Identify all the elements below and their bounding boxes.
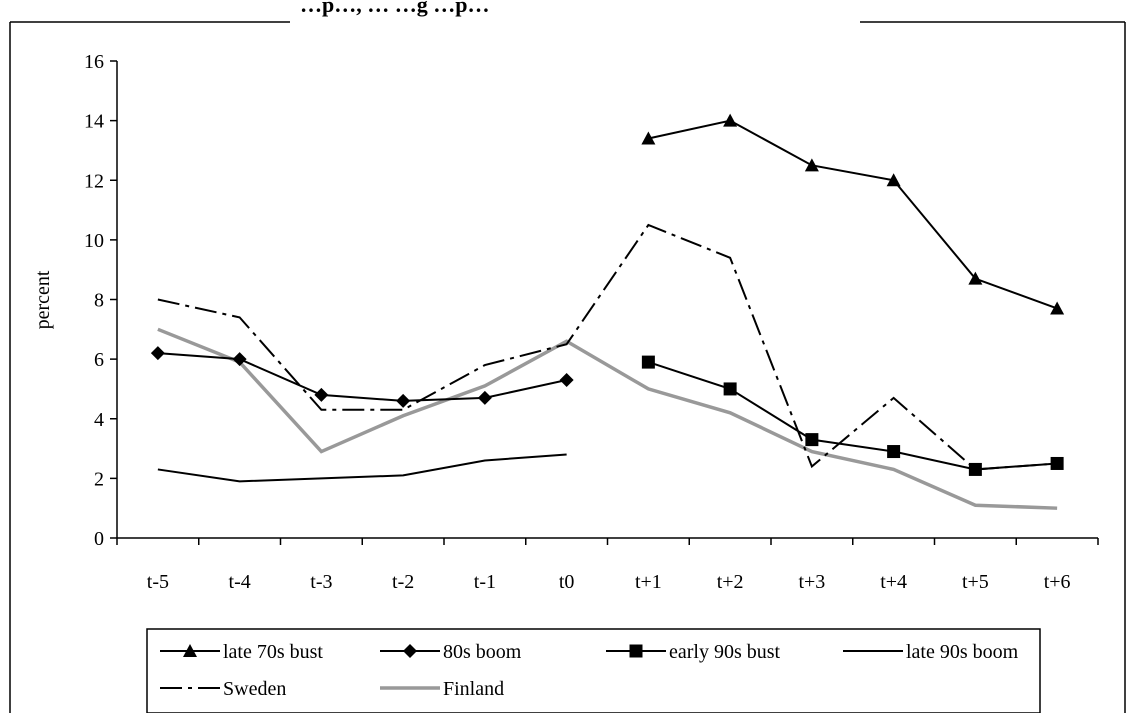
legend-label: late 70s bust <box>223 641 323 663</box>
legend-label: late 90s boom <box>906 641 1019 663</box>
legend: late 70s bust 80s boom early 90s bust late … <box>146 628 1041 714</box>
series-line-80s-boom <box>157 352 567 402</box>
x-tick-label: t-4 <box>229 571 251 593</box>
series-sweden <box>157 223 1058 471</box>
y-tick-label: 0 <box>94 528 104 550</box>
series-80s-boom <box>150 346 574 408</box>
data-point-80s-boom <box>232 352 247 367</box>
series-line-sweden <box>157 223 1058 471</box>
data-point-80s-boom <box>314 387 329 402</box>
x-tick-label: t+3 <box>798 571 825 593</box>
x-tick-label: t+4 <box>880 571 907 593</box>
x-tick-label: t0 <box>559 571 575 593</box>
data-point-80s-boom <box>150 346 165 361</box>
data-point-80s-boom <box>477 390 492 405</box>
legend-marker <box>629 644 643 658</box>
y-tick-label: 4 <box>94 409 104 431</box>
data-point-early-90s-bust <box>968 462 982 476</box>
data-point-80s-boom <box>559 372 574 387</box>
data-point-late-70s-bust <box>1050 301 1065 315</box>
series-early-90s-bust <box>641 355 1064 476</box>
legend-item-sweden: Sweden <box>160 678 286 700</box>
legend-box <box>146 628 1041 714</box>
data-point-early-90s-bust <box>1050 456 1064 470</box>
y-tick-label: 14 <box>84 111 104 133</box>
y-tick-label: 6 <box>94 349 104 371</box>
data-point-80s-boom <box>396 393 411 408</box>
y-tick-label: 16 <box>84 51 104 73</box>
x-tick-label: t-2 <box>392 571 414 593</box>
data-point-early-90s-bust <box>887 445 901 459</box>
series-line-late-70s-bust <box>648 119 1058 310</box>
legend-item-80s-boom: 80s boom <box>380 641 522 663</box>
legend-item-early-90s-bust: early 90s bust <box>606 641 781 663</box>
x-tick-label: t-1 <box>474 571 496 593</box>
y-tick-label: 8 <box>94 290 104 312</box>
legend-item-late-70s-bust: late 70s bust <box>160 641 323 663</box>
series-late-70s-bust <box>641 113 1065 315</box>
legend-item-finland: Finland <box>380 678 504 700</box>
legend-label: 80s boom <box>443 641 522 663</box>
x-tick-label: t-3 <box>310 571 332 593</box>
chart-title: …p…, … …g …p… <box>300 0 489 17</box>
legend-item-late-90s-boom: late 90s boom <box>843 641 1019 663</box>
legend-label: Finland <box>443 678 504 700</box>
legend-label: Sweden <box>223 678 286 700</box>
series-line-early-90s-bust <box>648 361 1058 471</box>
data-point-late-70s-bust <box>804 158 819 172</box>
y-axis-title: percent <box>32 270 54 329</box>
x-tick-label: t+5 <box>962 571 989 593</box>
series-line-late-90s-boom <box>157 453 567 483</box>
x-tick-label: t-5 <box>147 571 169 593</box>
data-point-late-70s-bust <box>968 271 983 285</box>
data-point-late-70s-bust <box>641 131 656 145</box>
data-point-early-90s-bust <box>723 382 737 396</box>
y-tick-label: 12 <box>84 170 104 192</box>
y-tick-label: 10 <box>84 230 104 252</box>
x-tick-label: t+6 <box>1044 571 1071 593</box>
series-finland <box>157 327 1058 510</box>
series-late-90s-boom <box>157 453 567 483</box>
series-layer <box>150 113 1065 510</box>
axes: 0 2 4 6 8 10 12 14 16 t-5 t-4 t-3 t-2 t-1 t0 t+1 t+2 t+3 t… <box>84 51 1099 593</box>
legend-label: early 90s bust <box>669 641 781 663</box>
series-line-finland <box>157 327 1058 510</box>
x-tick-label: t+2 <box>717 571 744 593</box>
legend-marker <box>183 644 197 657</box>
data-point-late-70s-bust <box>723 113 738 127</box>
data-point-late-70s-bust <box>886 173 901 187</box>
data-point-early-90s-bust <box>641 355 655 369</box>
legend-marker <box>403 644 417 658</box>
data-point-early-90s-bust <box>805 433 819 447</box>
y-tick-label: 2 <box>94 468 104 490</box>
x-tick-label: t+1 <box>635 571 662 593</box>
